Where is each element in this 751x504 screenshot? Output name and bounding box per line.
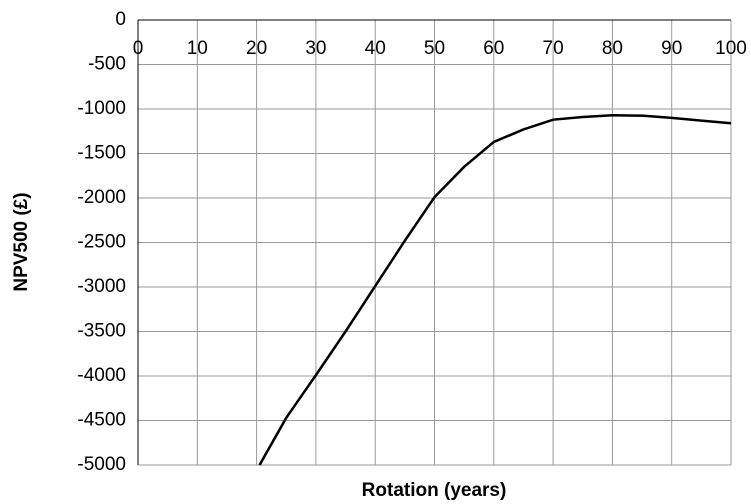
x-tick-label: 30 — [305, 38, 326, 59]
x-tick-label: 10 — [187, 38, 208, 59]
x-tick-label: 20 — [246, 38, 267, 59]
x-tick-label: 100 — [715, 38, 747, 59]
y-tick-label: -3000 — [77, 276, 126, 297]
x-tick-label: 60 — [483, 38, 504, 59]
y-tick-label: -5000 — [77, 454, 126, 475]
y-tick-label: -1000 — [77, 98, 126, 119]
y-tick-label: -2500 — [77, 232, 126, 253]
y-tick-label: -500 — [88, 54, 126, 75]
x-tick-label: 40 — [365, 38, 386, 59]
y-tick-label: -2000 — [77, 187, 126, 208]
y-axis-label: NPV500 (£) — [11, 192, 32, 291]
x-tick-label: 90 — [661, 38, 682, 59]
y-tick-label: -4000 — [77, 365, 126, 386]
x-tick-label: 70 — [543, 38, 564, 59]
y-tick-label: -4500 — [77, 410, 126, 431]
y-tick-label: 0 — [115, 9, 126, 30]
y-tick-label: -1500 — [77, 143, 126, 164]
x-axis-label: Rotation (years) — [362, 480, 507, 501]
line-series — [258, 113, 732, 466]
x-tick-label: 50 — [424, 38, 445, 59]
x-tick-label: 80 — [602, 38, 623, 59]
y-tick-label: -3500 — [77, 321, 126, 342]
